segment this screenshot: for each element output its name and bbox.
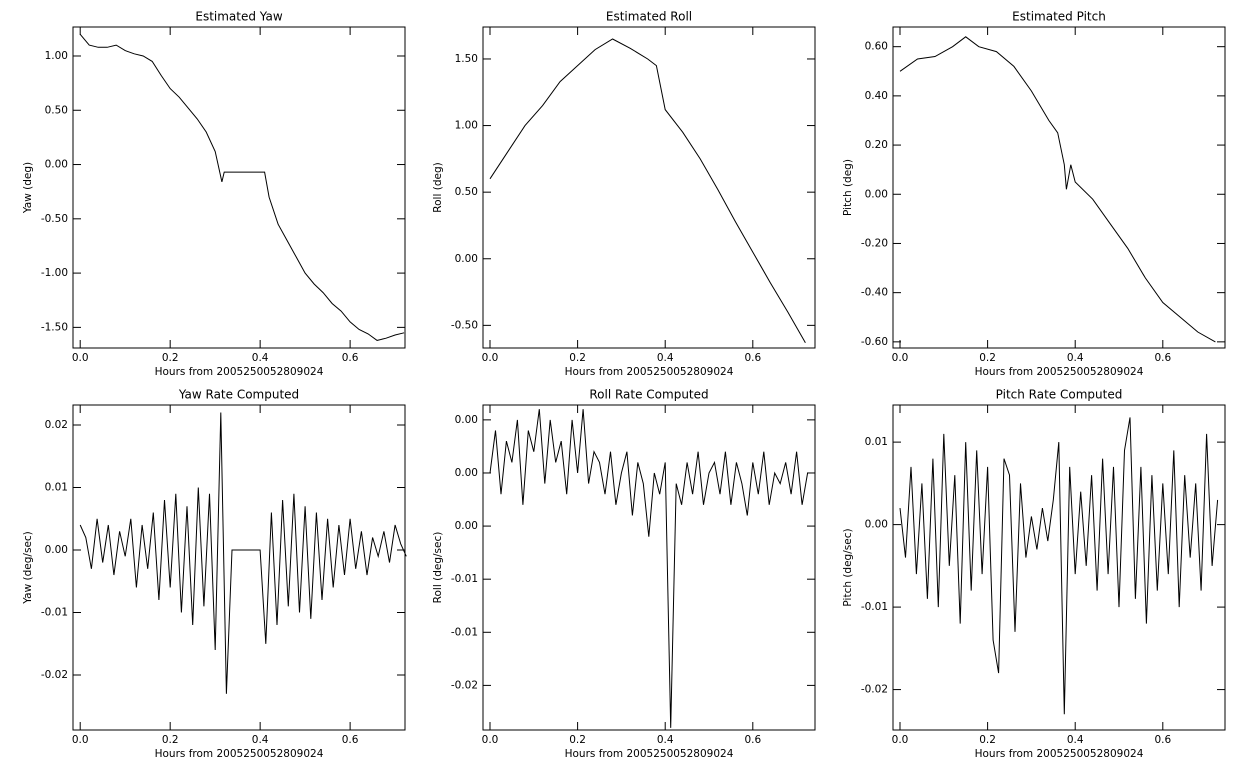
x-tick-label: 0.6 — [1154, 734, 1171, 746]
y-tick-label: 0.01 — [45, 482, 68, 494]
x-tick-label: 0.2 — [569, 352, 586, 364]
plot-frame — [482, 26, 816, 349]
y-tick-label: -0.02 — [451, 679, 478, 691]
y-tick-label: -0.02 — [41, 669, 68, 681]
x-tick-label: 0.6 — [342, 352, 359, 364]
x-tick-label: 0.2 — [979, 734, 996, 746]
panel-title: Estimated Roll — [606, 10, 692, 24]
data-line — [899, 36, 1216, 343]
y-tick-label: -0.01 — [451, 626, 478, 638]
y-tick-label: -0.40 — [861, 287, 888, 299]
x-tick-label: 0.4 — [252, 352, 269, 364]
plot-frame — [72, 404, 406, 731]
y-tick-label: 0.00 — [455, 520, 478, 532]
x-tick-label: 0.4 — [1067, 734, 1084, 746]
x-tick-label: 0.2 — [162, 352, 179, 364]
panel-title: Yaw Rate Computed — [178, 388, 299, 402]
y-tick-label: 1.00 — [455, 120, 478, 132]
x-tick-label: 0.6 — [342, 734, 359, 746]
x-tick-label: 0.0 — [72, 734, 89, 746]
y-tick-label: -0.60 — [861, 336, 888, 348]
y-tick-label: 0.01 — [865, 436, 888, 448]
x-axis-label: Hours from 2005250052809024 — [975, 366, 1144, 378]
data-line — [79, 33, 405, 341]
y-tick-label: 0.50 — [45, 104, 68, 116]
y-tick-label: -0.01 — [861, 601, 888, 613]
y-tick-label: -0.50 — [41, 213, 68, 225]
y-axis-label: Pitch (deg/sec) — [842, 528, 854, 606]
y-tick-label: 0.00 — [45, 544, 68, 556]
y-axis-label: Yaw (deg/sec) — [22, 531, 34, 605]
y-tick-label: 1.00 — [45, 50, 68, 62]
x-axis-label: Hours from 2005250052809024 — [565, 366, 734, 378]
x-tick-label: 0.0 — [892, 734, 909, 746]
y-tick-label: -1.50 — [41, 321, 68, 333]
y-tick-label: 0.50 — [455, 186, 478, 198]
plot-frame — [892, 26, 1226, 349]
panel-title: Estimated Yaw — [195, 10, 282, 24]
y-tick-label: 0.00 — [455, 414, 478, 426]
x-tick-label: 0.4 — [252, 734, 269, 746]
x-tick-label: 0.0 — [482, 734, 499, 746]
y-tick-label: 1.50 — [455, 53, 478, 65]
data-line — [899, 417, 1219, 715]
y-tick-label: 0.00 — [865, 519, 888, 531]
x-tick-label: 0.4 — [657, 352, 674, 364]
y-tick-label: 0.02 — [45, 419, 68, 431]
panel-title: Pitch Rate Computed — [996, 388, 1123, 402]
x-axis-label: Hours from 2005250052809024 — [565, 748, 734, 760]
y-tick-label: -0.01 — [451, 573, 478, 585]
x-axis-label: Hours from 2005250052809024 — [975, 748, 1144, 760]
y-tick-label: 0.00 — [455, 467, 478, 479]
data-line — [79, 412, 407, 694]
x-axis-label: Hours from 2005250052809024 — [155, 366, 324, 378]
x-axis-label: Hours from 2005250052809024 — [155, 748, 324, 760]
plot-frame — [892, 404, 1226, 731]
x-tick-label: 0.2 — [979, 352, 996, 364]
y-axis-label: Pitch (deg) — [842, 159, 854, 216]
y-tick-label: 0.00 — [865, 188, 888, 200]
y-tick-label: 0.20 — [865, 139, 888, 151]
x-tick-label: 0.6 — [744, 352, 761, 364]
y-tick-label: -0.50 — [451, 319, 478, 331]
y-tick-label: 0.40 — [865, 90, 888, 102]
x-tick-label: 0.4 — [1067, 352, 1084, 364]
plot-frame — [482, 404, 816, 731]
y-axis-label: Roll (deg) — [432, 162, 444, 212]
y-axis-label: Yaw (deg) — [22, 162, 34, 214]
y-tick-label: 0.00 — [45, 159, 68, 171]
y-tick-label: -0.02 — [861, 684, 888, 696]
y-tick-label: -0.01 — [41, 607, 68, 619]
y-tick-label: -0.20 — [861, 237, 888, 249]
x-tick-label: 0.0 — [482, 352, 499, 364]
y-axis-label: Roll (deg/sec) — [432, 532, 444, 604]
panel-title: Estimated Pitch — [1012, 10, 1106, 24]
y-tick-label: 0.60 — [865, 41, 888, 53]
data-line — [489, 409, 809, 728]
x-tick-label: 0.0 — [72, 352, 89, 364]
y-tick-label: 0.00 — [455, 253, 478, 265]
panel-title: Roll Rate Computed — [589, 388, 708, 402]
x-tick-label: 0.0 — [892, 352, 909, 364]
data-line — [489, 38, 806, 343]
x-tick-label: 0.2 — [569, 734, 586, 746]
x-tick-label: 0.4 — [657, 734, 674, 746]
plot-frame — [72, 26, 406, 349]
x-tick-label: 0.2 — [162, 734, 179, 746]
x-tick-label: 0.6 — [744, 734, 761, 746]
x-tick-label: 0.6 — [1154, 352, 1171, 364]
y-tick-label: -1.00 — [41, 267, 68, 279]
